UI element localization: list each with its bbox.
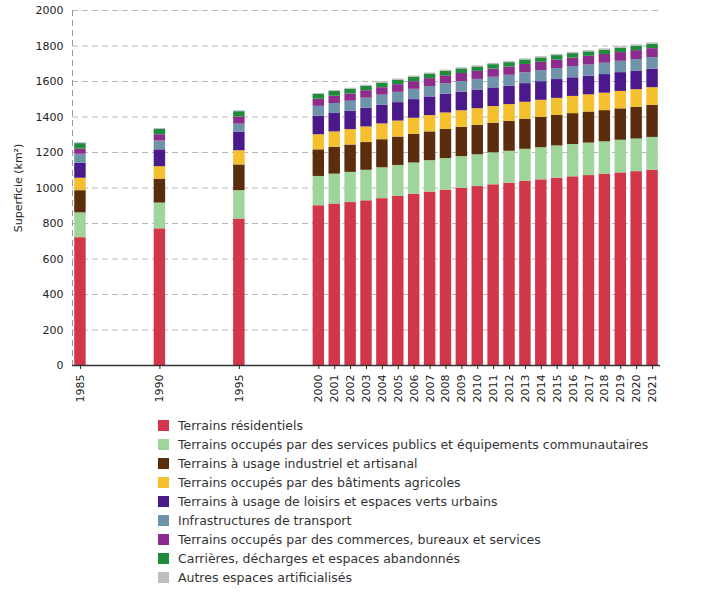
html-text:Autres espaces artificialisés: Autres espaces artificialisés (178, 570, 352, 585)
svg-text:2017: 2017 (583, 375, 596, 403)
svg-text:2012: 2012 (503, 375, 516, 403)
svg-text:2014: 2014 (535, 375, 548, 403)
svg-text:1600: 1600 (36, 75, 64, 88)
html-text:Infrastructures de transport: Infrastructures de transport (178, 513, 352, 528)
svg-text:1800: 1800 (36, 40, 64, 53)
svg-text:2020: 2020 (630, 375, 643, 403)
svg-text:2015: 2015 (551, 375, 564, 403)
svg-text:1985: 1985 (74, 375, 87, 403)
svg-text:400: 400 (43, 288, 64, 301)
svg-text:2003: 2003 (360, 375, 373, 403)
svg-text:800: 800 (43, 217, 64, 230)
html-text:Terrains occupés par des comme: Terrains occupés par des commerces, bure… (178, 532, 541, 547)
svg-text:600: 600 (43, 253, 64, 266)
svg-text:1990: 1990 (153, 375, 166, 403)
svg-text:2011: 2011 (487, 375, 500, 403)
svg-text:2000: 2000 (312, 375, 325, 403)
svg-text:1200: 1200 (36, 146, 64, 159)
svg-text:200: 200 (43, 324, 64, 337)
svg-text:2019: 2019 (614, 375, 627, 403)
svg-text:2006: 2006 (408, 375, 421, 403)
svg-text:0: 0 (57, 359, 64, 372)
svg-text:2000: 2000 (36, 4, 64, 17)
html-text:Terrains résidentiels: Terrains résidentiels (178, 418, 303, 433)
svg-text:2001: 2001 (328, 375, 341, 403)
svg-text:2008: 2008 (439, 375, 452, 403)
svg-text:1995: 1995 (233, 375, 246, 403)
html-text:Terrains occupés par des servi: Terrains occupés par des services public… (178, 437, 649, 452)
svg-text:2007: 2007 (424, 375, 437, 403)
svg-text:2016: 2016 (567, 375, 580, 403)
svg-text:Superficie (km²): Superficie (km²) (12, 144, 25, 233)
svg-text:1000: 1000 (36, 182, 64, 195)
html-text:Terrains occupés par des bâtim: Terrains occupés par des bâtiments agric… (178, 475, 461, 490)
svg-text:2002: 2002 (344, 375, 357, 403)
svg-text:2010: 2010 (471, 375, 484, 403)
svg-text:2005: 2005 (392, 375, 405, 403)
html-text:Terrains à usage industriel et: Terrains à usage industriel et artisanal (178, 456, 418, 471)
svg-text:1400: 1400 (36, 111, 64, 124)
html-text:Terrains à usage de loisirs et: Terrains à usage de loisirs et espaces v… (178, 494, 498, 509)
svg-text:2009: 2009 (455, 375, 468, 403)
svg-text:2013: 2013 (519, 375, 532, 403)
svg-text:2021: 2021 (646, 375, 659, 403)
svg-text:2018: 2018 (598, 375, 611, 403)
html-text:Carrières, décharges et espace: Carrières, décharges et espaces abandonn… (178, 551, 460, 566)
svg-text:2004: 2004 (376, 375, 389, 403)
